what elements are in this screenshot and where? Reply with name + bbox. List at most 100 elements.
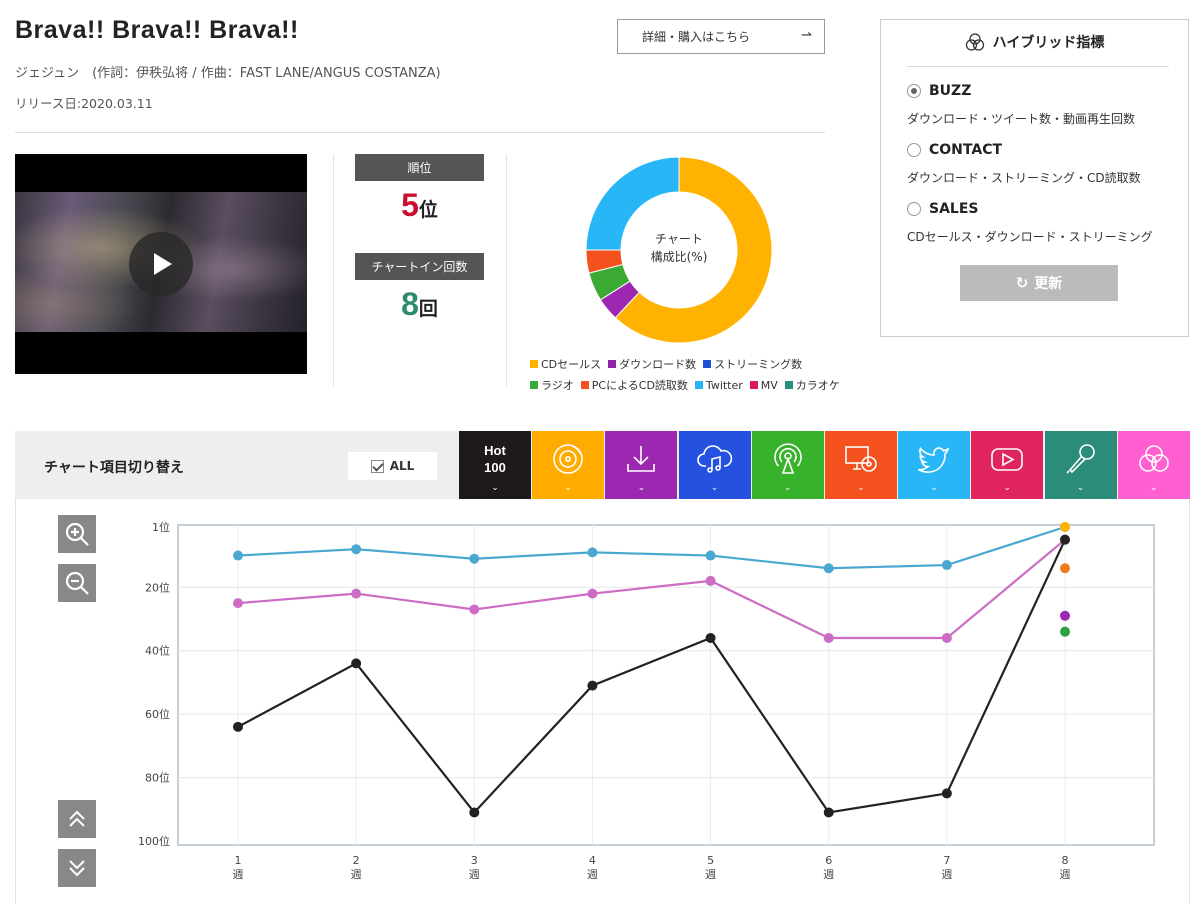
- legend-item: MV: [749, 377, 778, 393]
- radio-dot[interactable]: [907, 143, 921, 157]
- donut-center-line2: 構成比(%): [650, 250, 708, 264]
- zoom-out-icon: [65, 571, 89, 595]
- legend-row: ラジオ PCによるCD読取数 Twitter MV カラオケ: [530, 377, 870, 393]
- release-date: リリース日:2020.03.11: [15, 96, 153, 111]
- buy-details-label: 詳細・購入はこちら: [642, 30, 751, 44]
- tab-karaoke[interactable]: ⌄: [1044, 431, 1117, 499]
- all-toggle[interactable]: ALL: [348, 452, 437, 480]
- chevron-down-icon: ⌄: [930, 483, 938, 493]
- chart-item-tabs: Hot 100 ⌄ ⌄ ⌄ ⌄ ⌄ ⌄: [459, 431, 1191, 499]
- chevron-down-icon: ⌄: [710, 483, 719, 493]
- tab-pc-cd-read[interactable]: ⌄: [824, 431, 897, 499]
- update-label: 更新: [1034, 276, 1063, 292]
- cloud-music-icon: [696, 445, 732, 473]
- tab-radio[interactable]: ⌄: [751, 431, 824, 499]
- chartin-value: 8: [401, 286, 419, 322]
- legend-label: ダウンロード数: [619, 358, 697, 371]
- option-label: CONTACT: [929, 142, 1003, 158]
- divider: [506, 154, 507, 386]
- legend-swatch: [608, 360, 617, 368]
- option-desc: CDセールス・ダウンロード・ストリーミング: [907, 230, 1153, 244]
- legend-swatch: [784, 381, 793, 389]
- tab-download[interactable]: ⌄: [605, 431, 678, 499]
- music-video-player[interactable]: [15, 154, 307, 374]
- radio-dot[interactable]: [907, 84, 921, 98]
- scroll-down-button[interactable]: [58, 849, 96, 887]
- rank-value: 5: [401, 187, 419, 223]
- legend-item: ダウンロード数: [608, 356, 696, 372]
- rank-unit: 位: [418, 200, 438, 221]
- legend-swatch: [530, 381, 538, 389]
- chart-switch-label: チャート項目切り替え: [44, 460, 184, 476]
- tab-hybrid[interactable]: ⌄: [1117, 431, 1190, 499]
- tab-cd-sales[interactable]: ⌄: [532, 431, 605, 499]
- all-label: ALL: [389, 459, 415, 473]
- legend-swatch: [703, 360, 712, 368]
- chartin-value-display: 8回: [355, 286, 484, 323]
- option-label: BUZZ: [929, 83, 972, 99]
- pc-disc-icon: [845, 446, 877, 472]
- radio-sales[interactable]: SALES: [907, 201, 979, 217]
- arrow-right-icon: ⇀: [801, 28, 812, 43]
- option-label: SALES: [929, 201, 979, 217]
- option-desc: ダウンロード・ツイート数・動画再生回数: [907, 112, 1136, 126]
- zoom-in-icon: [65, 522, 89, 546]
- composition-legend: CDセールス ダウンロード数 ストリーミング数 ラジオ PCによるCD読取数 Twitt…: [530, 356, 870, 398]
- donut-slice: [614, 156, 773, 344]
- legend-label: ラジオ: [541, 379, 574, 392]
- chevron-down-icon: ⌄: [637, 483, 646, 493]
- scroll-up-button[interactable]: [58, 800, 96, 838]
- tab-twitter[interactable]: ⌄: [898, 431, 971, 499]
- legend-label: MV: [760, 378, 778, 392]
- legend-item: ストリーミング数: [703, 356, 802, 372]
- song-credits: ジェジュン (作詞：伊秩弘将 / 作曲：FAST LANE/ANGUS COST…: [15, 66, 441, 81]
- legend-item: カラオケ: [784, 377, 840, 393]
- microphone-icon: [1065, 444, 1095, 474]
- buy-details-button[interactable]: 詳細・購入はこちら ⇀: [617, 19, 825, 54]
- chevron-down-icon: ⌄: [1149, 483, 1158, 493]
- tab-streaming[interactable]: ⌄: [678, 431, 751, 499]
- youtube-icon: [991, 448, 1024, 471]
- legend-row: CDセールス ダウンロード数 ストリーミング数: [530, 356, 870, 372]
- legend-label: Twitter: [705, 378, 743, 392]
- legend-swatch: [530, 360, 538, 368]
- radio-contact[interactable]: CONTACT: [907, 142, 1002, 158]
- donut-center-label: チャート 構成比(%): [585, 230, 773, 266]
- option-desc: ダウンロード・ストリーミング・CD読取数: [907, 171, 1141, 185]
- checkbox-checked-icon[interactable]: [370, 459, 384, 473]
- hybrid-title-text: ハイブリッド指標: [992, 35, 1105, 51]
- zoom-out-button[interactable]: [58, 564, 96, 602]
- legend-swatch: [694, 381, 703, 389]
- radio-dot[interactable]: [907, 202, 921, 216]
- play-button[interactable]: [129, 232, 193, 296]
- double-chevron-down-icon: [69, 860, 85, 877]
- header-divider: [15, 132, 825, 133]
- refresh-icon: ↻: [1015, 274, 1029, 292]
- chevron-down-icon: ⌄: [857, 483, 865, 493]
- legend-label: ストリーミング数: [714, 358, 803, 371]
- rank-label: 順位: [355, 154, 484, 181]
- legend-item: CDセールス: [530, 356, 601, 372]
- tab-mv[interactable]: ⌄: [971, 431, 1044, 499]
- legend-swatch: [580, 381, 589, 389]
- zoom-in-button[interactable]: [58, 515, 96, 553]
- chevron-down-icon: ⌄: [564, 483, 572, 493]
- tab-hot100[interactable]: Hot 100 ⌄: [459, 431, 531, 499]
- radio-buzz[interactable]: BUZZ: [907, 83, 971, 99]
- divider: [907, 66, 1169, 67]
- hot100-line2: 100: [484, 460, 506, 475]
- donut-slice: [585, 156, 680, 251]
- chartin-label: チャートイン回数: [355, 253, 484, 280]
- venn-icon: [1138, 445, 1169, 472]
- donut-center-line1: チャート: [655, 232, 703, 246]
- disc-icon: [553, 444, 583, 474]
- double-chevron-up-icon: [69, 810, 85, 827]
- chevron-down-icon: ⌄: [783, 483, 792, 493]
- composition-donut-chart: [585, 156, 773, 344]
- hybrid-title: ハイブリッド指標: [881, 32, 1188, 52]
- legend-item: ラジオ: [530, 377, 574, 393]
- legend-label: PCによるCD読取数: [591, 379, 688, 392]
- hybrid-index-panel: ハイブリッド指標 BUZZ ダウンロード・ツイート数・動画再生回数 CONTAC…: [880, 19, 1189, 337]
- update-button[interactable]: ↻ 更新: [960, 265, 1118, 301]
- venn-icon: [965, 33, 984, 51]
